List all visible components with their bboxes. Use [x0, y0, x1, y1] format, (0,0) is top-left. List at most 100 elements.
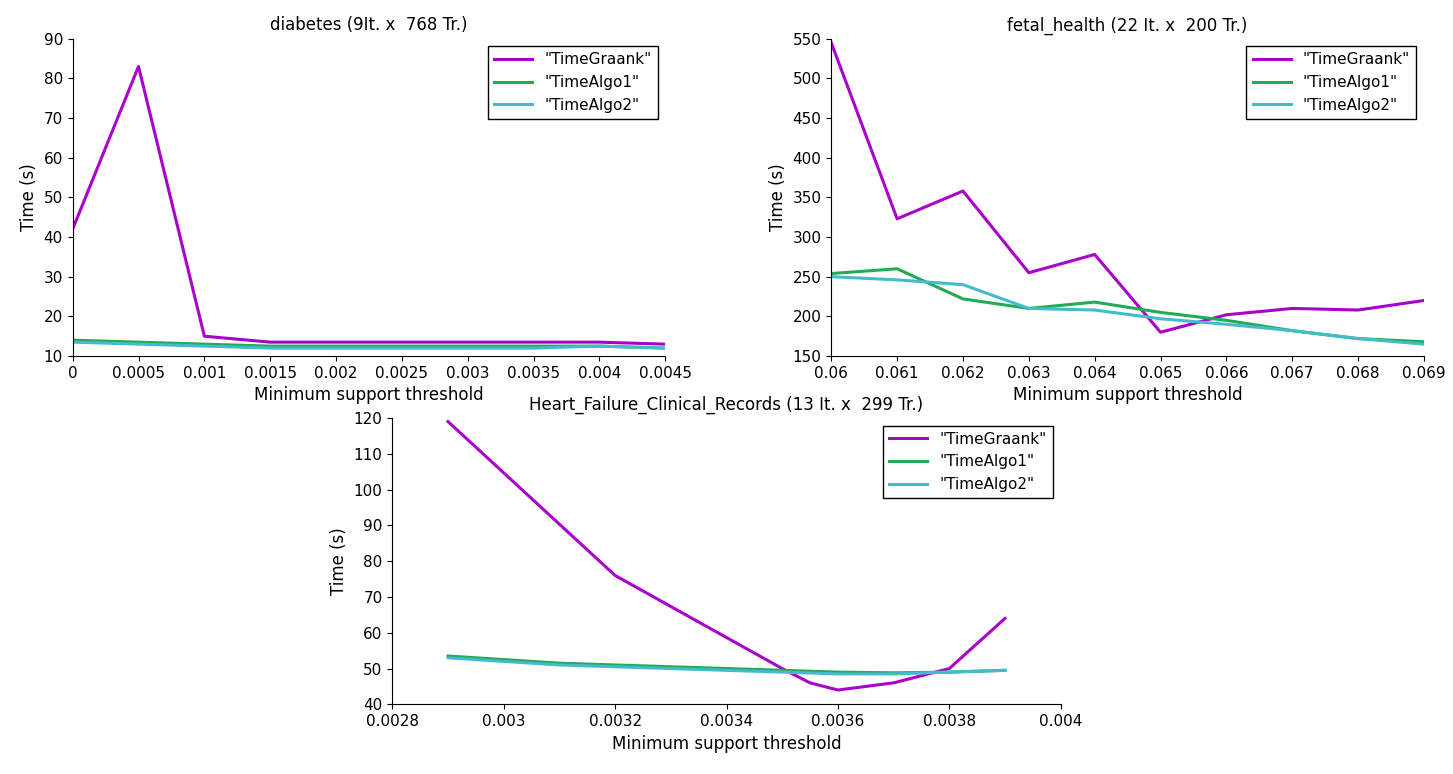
"TimeAlgo2"	[196, 341, 214, 351]
"TimeAlgo2"	[830, 670, 847, 679]
"TimeAlgo1"	[955, 294, 972, 303]
"TimeAlgo2"	[1415, 340, 1433, 349]
"TimeGraank"	[885, 678, 902, 687]
"TimeAlgo2"	[773, 667, 790, 676]
"TimeAlgo1"	[1152, 308, 1170, 317]
"TimeAlgo1"	[1218, 316, 1235, 325]
Line: "TimeAlgo2": "TimeAlgo2"	[831, 276, 1424, 344]
"TimeGraank"	[857, 682, 875, 691]
"TimeGraank"	[997, 614, 1014, 623]
"TimeGraank"	[657, 340, 674, 349]
X-axis label: Minimum support threshold: Minimum support threshold	[1013, 386, 1242, 404]
"TimeGraank"	[773, 664, 790, 673]
Legend: "TimeGraank", "TimeAlgo1", "TimeAlgo2": "TimeGraank", "TimeAlgo1", "TimeAlgo2"	[488, 46, 658, 119]
Line: "TimeGraank": "TimeGraank"	[73, 67, 665, 344]
"TimeAlgo2"	[822, 272, 840, 281]
"TimeGraank"	[1415, 296, 1433, 305]
"TimeAlgo1"	[439, 652, 456, 661]
"TimeGraank"	[830, 686, 847, 695]
Line: "TimeAlgo1": "TimeAlgo1"	[831, 269, 1424, 342]
Line: "TimeAlgo1": "TimeAlgo1"	[73, 341, 665, 348]
"TimeAlgo1"	[495, 655, 513, 664]
"TimeAlgo2"	[1218, 320, 1235, 329]
"TimeGraank"	[955, 187, 972, 196]
"TimeGraank"	[196, 331, 214, 341]
Title: diabetes (9It. x  768 Tr.): diabetes (9It. x 768 Tr.)	[270, 16, 468, 34]
"TimeAlgo2"	[327, 344, 344, 353]
"TimeAlgo2"	[1085, 306, 1103, 315]
"TimeAlgo1"	[196, 340, 214, 349]
"TimeAlgo1"	[718, 664, 735, 673]
"TimeGraank"	[262, 337, 279, 347]
Line: "TimeGraank": "TimeGraank"	[448, 422, 1005, 690]
"TimeAlgo1"	[888, 264, 905, 273]
"TimeGraank"	[822, 38, 840, 47]
Line: "TimeAlgo1": "TimeAlgo1"	[448, 656, 1005, 673]
Y-axis label: Time (s): Time (s)	[20, 163, 38, 231]
"TimeAlgo1"	[657, 344, 674, 353]
"TimeAlgo2"	[262, 344, 279, 353]
Line: "TimeGraank": "TimeGraank"	[831, 43, 1424, 332]
"TimeGraank"	[1152, 327, 1170, 337]
"TimeAlgo2"	[657, 344, 674, 353]
"TimeAlgo2"	[718, 666, 735, 675]
"TimeGraank"	[802, 678, 819, 687]
"TimeAlgo1"	[997, 666, 1014, 675]
"TimeAlgo2"	[129, 340, 147, 349]
"TimeAlgo1"	[327, 341, 344, 351]
"TimeAlgo2"	[1020, 303, 1037, 313]
"TimeAlgo1"	[663, 662, 680, 671]
"TimeGraank"	[394, 337, 411, 347]
"TimeAlgo1"	[773, 666, 790, 675]
"TimeGraank"	[327, 337, 344, 347]
"TimeGraank"	[606, 570, 623, 580]
"TimeGraank"	[912, 671, 930, 680]
"TimeAlgo1"	[822, 269, 840, 278]
Line: "TimeAlgo2": "TimeAlgo2"	[448, 658, 1005, 674]
"TimeAlgo2"	[888, 276, 905, 285]
Legend: "TimeGraank", "TimeAlgo1", "TimeAlgo2": "TimeGraank", "TimeAlgo1", "TimeAlgo2"	[1247, 46, 1417, 119]
"TimeAlgo2"	[885, 670, 902, 679]
"TimeAlgo1"	[830, 667, 847, 676]
"TimeAlgo2"	[1283, 326, 1300, 335]
"TimeAlgo2"	[606, 662, 623, 671]
Title: Heart_Failure_Clinical_Records (13 It. x  299 Tr.): Heart_Failure_Clinical_Records (13 It. x…	[529, 396, 924, 414]
"TimeAlgo2"	[495, 656, 513, 666]
"TimeAlgo2"	[1350, 334, 1367, 343]
"TimeAlgo1"	[1020, 303, 1037, 313]
"TimeAlgo1"	[1283, 326, 1300, 335]
"TimeGraank"	[1283, 303, 1300, 313]
"TimeAlgo2"	[64, 337, 81, 347]
"TimeAlgo2"	[459, 344, 477, 353]
"TimeAlgo1"	[64, 336, 81, 345]
"TimeAlgo1"	[129, 337, 147, 347]
"TimeAlgo2"	[439, 653, 456, 663]
X-axis label: Minimum support threshold: Minimum support threshold	[254, 386, 484, 404]
Legend: "TimeGraank", "TimeAlgo1", "TimeAlgo2": "TimeGraank", "TimeAlgo1", "TimeAlgo2"	[883, 426, 1053, 498]
"TimeAlgo1"	[394, 341, 411, 351]
"TimeAlgo1"	[591, 341, 609, 351]
"TimeGraank"	[591, 337, 609, 347]
"TimeAlgo2"	[525, 344, 542, 353]
Y-axis label: Time (s): Time (s)	[330, 527, 349, 595]
"TimeAlgo1"	[525, 341, 542, 351]
"TimeGraank"	[1350, 306, 1367, 315]
"TimeAlgo2"	[1152, 314, 1170, 324]
"TimeAlgo1"	[606, 660, 623, 670]
"TimeAlgo2"	[663, 664, 680, 673]
"TimeGraank"	[525, 337, 542, 347]
"TimeGraank"	[64, 224, 81, 234]
"TimeAlgo1"	[1350, 334, 1367, 343]
Y-axis label: Time (s): Time (s)	[769, 163, 788, 231]
"TimeAlgo1"	[885, 668, 902, 677]
Title: fetal_health (22 It. x  200 Tr.): fetal_health (22 It. x 200 Tr.)	[1007, 16, 1248, 35]
"TimeGraank"	[940, 664, 958, 673]
"TimeGraank"	[888, 214, 905, 224]
"TimeGraank"	[1085, 250, 1103, 259]
"TimeGraank"	[129, 62, 147, 71]
"TimeAlgo2"	[551, 660, 568, 670]
"TimeGraank"	[1020, 268, 1037, 277]
"TimeAlgo1"	[1085, 297, 1103, 307]
"TimeAlgo1"	[1415, 337, 1433, 347]
"TimeAlgo1"	[551, 659, 568, 668]
